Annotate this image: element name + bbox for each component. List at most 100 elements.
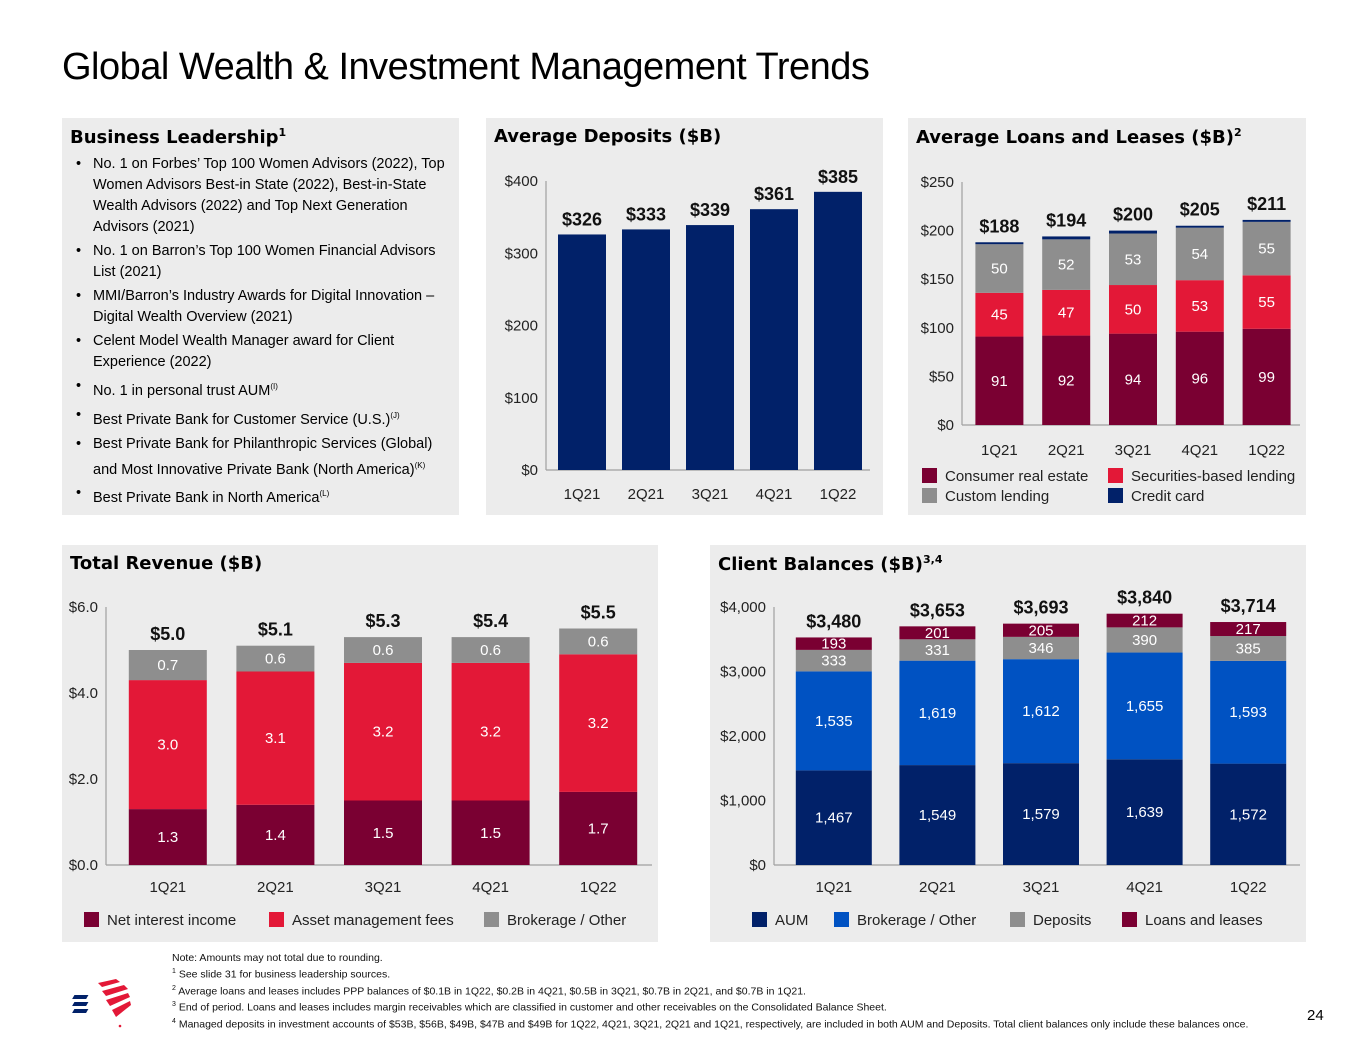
- bar-segment: [975, 336, 1024, 425]
- segment-label: 96: [1191, 370, 1208, 387]
- business-leadership-title-text: Business Leadership: [70, 127, 279, 148]
- segment-label: 3.2: [588, 715, 609, 732]
- bar-segment: [1106, 759, 1183, 865]
- footnote-text: Average loans and leases includes PPP ba…: [175, 985, 806, 997]
- segment-label: 0.6: [480, 642, 501, 659]
- legend-swatch: [269, 912, 284, 927]
- footnote-text: End of period. Loans and leases includes…: [175, 1001, 887, 1014]
- bar-segment: [975, 292, 1024, 337]
- logo-stripe: [72, 1002, 89, 1006]
- data-label: $333: [626, 204, 666, 224]
- logo-stripe: [72, 1009, 89, 1013]
- segment-label: 3.0: [157, 737, 178, 754]
- segment-label: 1.5: [480, 825, 501, 842]
- footnote: 4 Managed deposits in investment account…: [172, 1015, 1282, 1032]
- legend-swatch: [1010, 912, 1025, 927]
- y-tick-label: $250: [921, 174, 954, 191]
- segment-label: 0.6: [588, 633, 609, 650]
- y-tick-label: $200: [921, 223, 954, 240]
- legend-swatch: [922, 488, 937, 503]
- segment-label: 99: [1258, 369, 1275, 386]
- y-tick-label: $3,000: [720, 664, 766, 681]
- bar-segment: [975, 242, 1024, 245]
- client-balances-chart: $0 $1,000 $2,000 $3,000 $4,000 1Q21 1,467 1,535…: [720, 588, 1300, 929]
- legend-swatch: [922, 468, 937, 483]
- bar-segment: [899, 660, 976, 766]
- bar: [686, 225, 734, 470]
- bar-segment: [899, 626, 976, 640]
- bar-segment: [128, 809, 207, 865]
- segment-label: 1,612: [1022, 703, 1060, 720]
- bar-segment: [1042, 239, 1091, 290]
- y-tick-label: $300: [505, 245, 538, 262]
- bar-segment: [236, 671, 315, 805]
- legend-label: Deposits: [1033, 912, 1091, 929]
- legend-label: Net interest income: [107, 912, 236, 929]
- bar-segment: [128, 680, 207, 810]
- y-tick-label: $2,000: [720, 728, 766, 745]
- bar-segment: [128, 650, 207, 681]
- leadership-item-text: MMI/Barron’s Industry Awards for Digital…: [93, 288, 435, 325]
- x-tick-label: 2Q21: [628, 486, 665, 503]
- segment-label: 1.4: [265, 827, 286, 844]
- total-revenue-title: Total Revenue ($B): [70, 553, 262, 574]
- total-revenue-title-text: Total Revenue ($B): [70, 553, 263, 574]
- x-tick-label: 4Q21: [756, 486, 793, 503]
- leadership-item: No. 1 on Forbes’ Top 100 Women Advisors …: [72, 154, 457, 238]
- segment-label: 50: [991, 261, 1008, 278]
- bar-segment: [1210, 763, 1287, 865]
- x-tick-label: 4Q21: [1181, 442, 1218, 459]
- total-label: $3,714: [1221, 596, 1276, 616]
- leadership-item: Best Private Bank in North America(L): [72, 483, 457, 509]
- bar: [750, 209, 798, 470]
- y-tick-label: $1,000: [720, 793, 766, 810]
- bar-segment: [1003, 636, 1079, 660]
- bar-segment: [1042, 236, 1091, 240]
- legend-swatch: [1122, 912, 1137, 927]
- leadership-item-text: Best Private Bank for Customer Service (…: [93, 411, 391, 428]
- bar-segment: [795, 770, 872, 865]
- bar-segment: [344, 800, 422, 865]
- x-tick-label: 3Q21: [365, 879, 402, 896]
- segment-label: 1,655: [1126, 698, 1164, 715]
- segment-label: 1.3: [157, 829, 178, 846]
- segment-label: 45: [991, 307, 1008, 324]
- segment-label: 55: [1258, 241, 1275, 258]
- bar-segment: [559, 791, 638, 865]
- segment-label: 346: [1028, 640, 1053, 657]
- legend-label: Credit card: [1131, 488, 1204, 505]
- y-tick-label: $4,000: [720, 599, 766, 616]
- segment-label: 50: [1125, 301, 1142, 318]
- y-tick-label: $400: [505, 173, 538, 190]
- leadership-item: Best Private Bank for Customer Service (…: [72, 405, 457, 431]
- segment-label: 205: [1028, 622, 1053, 639]
- legend-label: Brokerage / Other: [507, 912, 626, 929]
- leadership-item: Celent Model Wealth Manager award for Cl…: [72, 331, 457, 373]
- legend-label: Brokerage / Other: [857, 912, 976, 929]
- segment-label: 1.7: [588, 820, 609, 837]
- y-tick-label: $200: [505, 318, 538, 335]
- bar-segment: [1175, 227, 1224, 281]
- bar-segment: [1109, 333, 1157, 425]
- logo-stripe: [106, 993, 130, 1006]
- data-label: $361: [754, 184, 794, 204]
- segment-label: 1,549: [919, 807, 957, 824]
- total-label: $188: [979, 216, 1019, 236]
- x-tick-label: 1Q22: [580, 879, 617, 896]
- legend-swatch: [834, 912, 849, 927]
- segment-label: 0.6: [265, 651, 286, 668]
- segment-label: 47: [1058, 305, 1075, 322]
- bar-segment: [975, 244, 1024, 293]
- bar-segment: [1106, 652, 1183, 760]
- total-label: $5.1: [258, 620, 293, 640]
- bar-segment: [1175, 280, 1224, 332]
- page-title: Global Wealth & Investment Management Tr…: [62, 46, 870, 88]
- page-number: 24: [1307, 1007, 1324, 1024]
- segment-label: 52: [1058, 257, 1075, 274]
- x-tick-label: 2Q21: [1048, 442, 1085, 459]
- total-label: $5.3: [365, 611, 400, 631]
- total-label: $5.0: [150, 624, 185, 644]
- total-label: $3,480: [806, 611, 861, 631]
- footnote-number: 1: [172, 968, 176, 975]
- bank-flag-logo-icon: [72, 979, 131, 1028]
